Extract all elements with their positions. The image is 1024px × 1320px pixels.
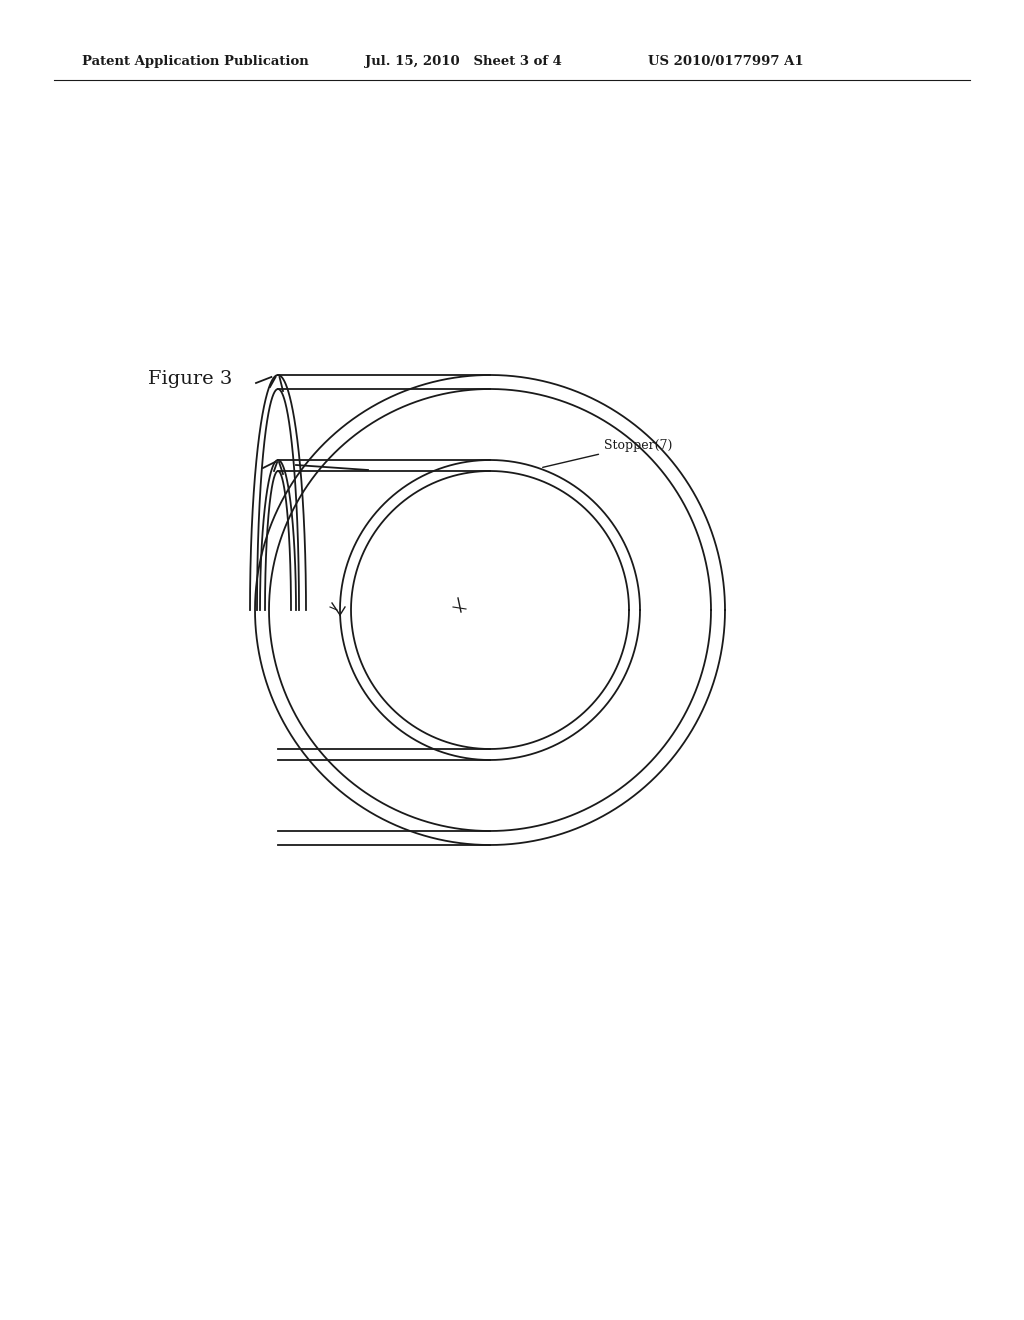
Text: Figure 3: Figure 3 bbox=[148, 370, 232, 388]
Text: Stopper(7): Stopper(7) bbox=[543, 438, 673, 467]
Text: Jul. 15, 2010   Sheet 3 of 4: Jul. 15, 2010 Sheet 3 of 4 bbox=[365, 55, 562, 69]
Text: Patent Application Publication: Patent Application Publication bbox=[82, 55, 309, 69]
Text: US 2010/0177997 A1: US 2010/0177997 A1 bbox=[648, 55, 804, 69]
